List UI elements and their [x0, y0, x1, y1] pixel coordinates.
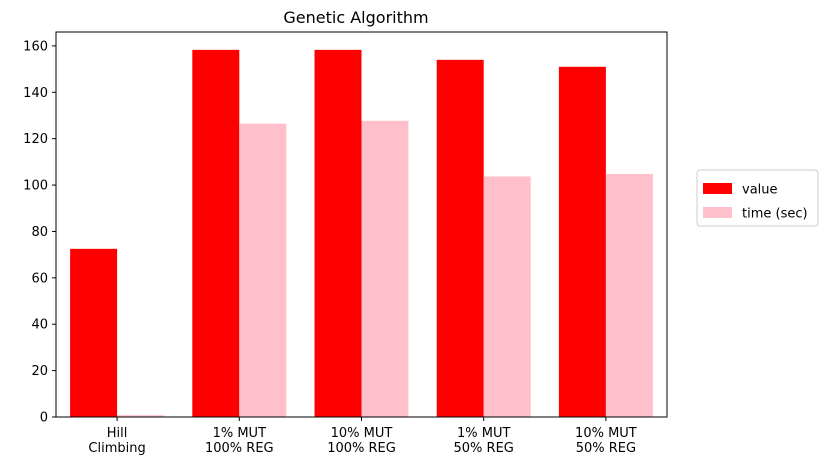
- x-tick-label: 100% REG: [327, 441, 396, 456]
- x-tick-label: Hill: [107, 426, 128, 441]
- y-axis: 0 20 40 60 80 100 120 140 160: [23, 39, 56, 426]
- x-tick-label: 1% MUT: [213, 426, 266, 441]
- bar-time-3: [483, 176, 531, 417]
- y-tick-label: 20: [31, 364, 48, 379]
- bar-value-0: [70, 248, 118, 417]
- x-tick-label: Climbing: [88, 441, 145, 456]
- legend-swatch-time: [703, 207, 732, 218]
- legend-label-time: time (sec): [742, 207, 808, 222]
- y-tick-label: 40: [31, 318, 48, 333]
- chart-title: Genetic Algorithm: [283, 8, 428, 27]
- y-tick-label: 0: [40, 411, 48, 426]
- bar-value-4: [558, 66, 606, 417]
- x-tick-label: 100% REG: [205, 441, 274, 456]
- plot-frame: [55, 31, 668, 418]
- y-tick-label: 80: [31, 225, 48, 240]
- legend-swatch-value: [703, 183, 732, 194]
- y-tick-label: 60: [31, 271, 48, 286]
- x-tick-label: 10% MUT: [575, 426, 637, 441]
- legend: value time (sec): [696, 169, 819, 227]
- y-tick-label: 160: [23, 39, 48, 54]
- bar-time-1: [239, 123, 287, 417]
- x-tick-label: 50% REG: [454, 441, 514, 456]
- bar-time-0: [117, 415, 165, 417]
- x-tick-label: 50% REG: [576, 441, 636, 456]
- bar-value-3: [436, 59, 484, 417]
- legend-label-value: value: [742, 183, 778, 198]
- x-tick-label: 1% MUT: [457, 426, 510, 441]
- bar-time-4: [605, 173, 653, 417]
- x-tick-label: 10% MUT: [331, 426, 393, 441]
- bar-value-2: [314, 49, 362, 418]
- y-tick-label: 120: [23, 132, 48, 147]
- bars-layer: [70, 49, 653, 418]
- bar-time-2: [361, 120, 409, 418]
- y-tick-label: 140: [23, 86, 48, 101]
- bar-value-1: [192, 49, 240, 418]
- y-tick-label: 100: [23, 179, 48, 194]
